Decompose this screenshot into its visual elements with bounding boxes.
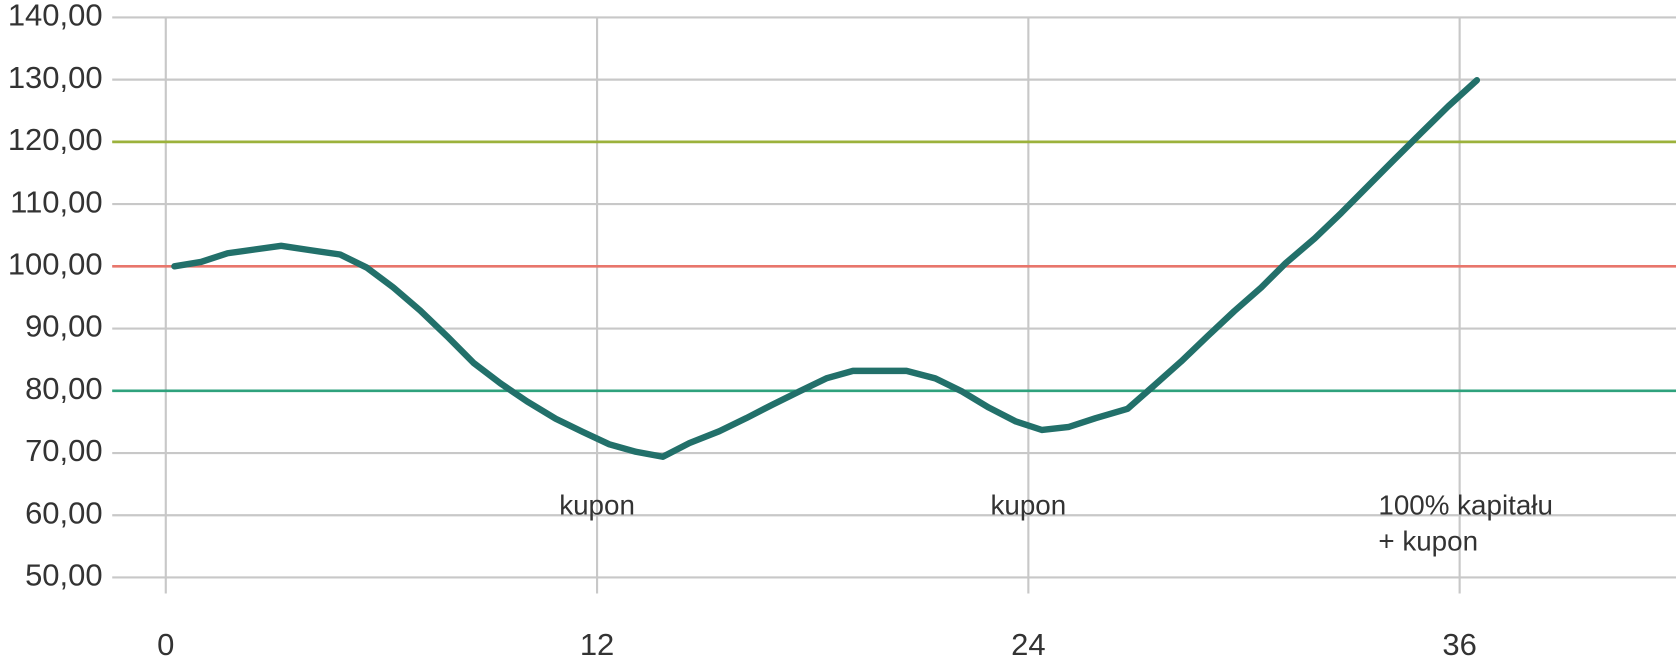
y-tick-label: 90,00 (25, 309, 103, 344)
y-tick-label: 130,00 (8, 60, 103, 95)
y-tick-label: 120,00 (8, 122, 103, 157)
y-tick-label: 60,00 (25, 495, 103, 530)
x-tick-label: 36 (1442, 627, 1476, 659)
y-tick-label: 100,00 (8, 247, 103, 282)
line-series (171, 77, 1481, 460)
y-tick-label: 80,00 (25, 371, 103, 406)
annotation: + kupon (1378, 526, 1478, 557)
annotation: kupon (991, 489, 1067, 520)
annotation: 100% kapitału (1378, 489, 1553, 520)
x-tick-label: 0 (157, 627, 174, 659)
y-tick-label: 70,00 (25, 433, 103, 468)
x-tick-label: 12 (580, 627, 614, 659)
x-tick-label: 24 (1011, 627, 1045, 659)
annotation: kupon (559, 489, 635, 520)
y-tick-label: 50,00 (25, 558, 103, 593)
y-tick-label: 110,00 (10, 184, 102, 219)
y-tick-label: 140,00 (8, 0, 103, 33)
